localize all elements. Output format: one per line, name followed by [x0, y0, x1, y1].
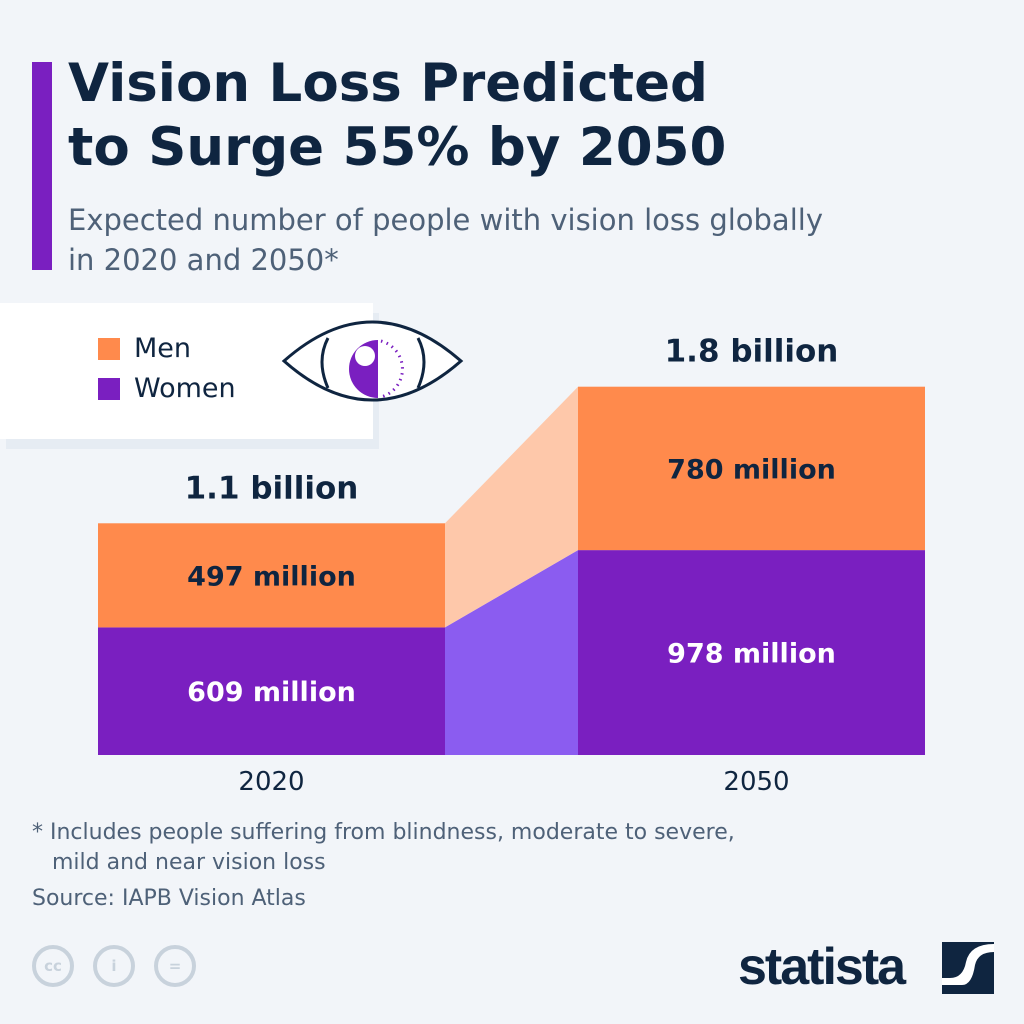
- eye-icon: [281, 320, 464, 402]
- data-label: 497 million: [187, 561, 356, 592]
- bar-women-2020: [98, 627, 445, 755]
- data-label: 978 million: [667, 639, 836, 670]
- data-label: 609 million: [187, 677, 356, 708]
- footnote: * Includes people suffering from blindne…: [32, 820, 735, 845]
- connector-women: [445, 550, 578, 755]
- bar-men-2020: [98, 523, 445, 628]
- bar-men-2050: [578, 386, 925, 551]
- attribution-icon: i: [93, 945, 135, 987]
- source: Source: IAPB Vision Atlas: [32, 886, 306, 911]
- total-label: 1.1 billion: [185, 470, 359, 506]
- bar-women-2050: [578, 550, 925, 755]
- cc-icon: cc: [32, 945, 74, 987]
- chart-subtitle: Expected number of people with vision lo…: [68, 203, 823, 277]
- footnote-continued: mild and near vision loss: [52, 850, 326, 875]
- total-label: 1.8 billion: [665, 334, 839, 370]
- chart-title: Vision Loss Predicted to Surge 55% by 205…: [68, 53, 727, 178]
- legend-item-men: Men: [98, 333, 191, 364]
- legend-item-women: Women: [98, 373, 236, 404]
- statista-logo: statista: [738, 938, 906, 996]
- no-derivatives-icon: =: [154, 945, 196, 987]
- connector-men: [445, 386, 578, 628]
- x-tick-label: 2050: [723, 767, 789, 797]
- data-label: 780 million: [667, 454, 836, 485]
- title-accent-bar: [32, 62, 52, 270]
- x-tick-label: 2020: [238, 767, 304, 797]
